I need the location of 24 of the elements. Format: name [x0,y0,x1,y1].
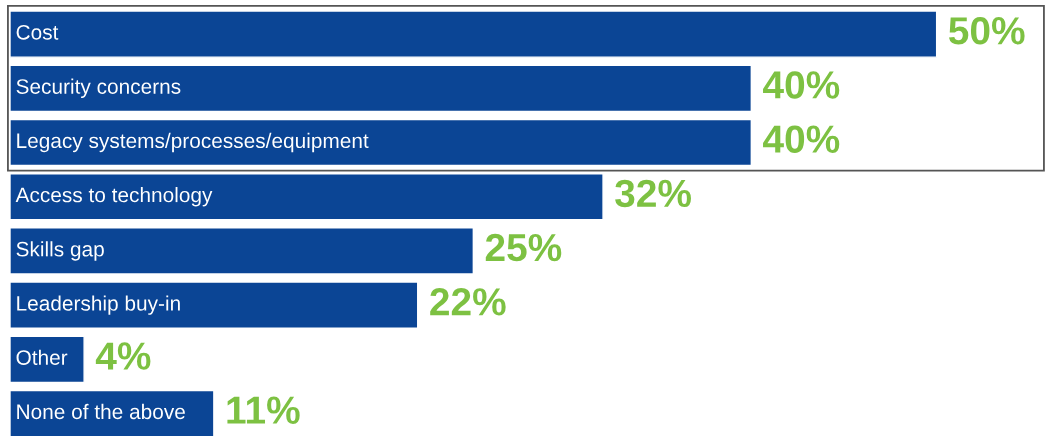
data-label: 32% [615,179,691,208]
data-label: 22% [430,288,506,316]
y-tick-label: Access to technology [15,187,213,207]
y-tick-label: Legacy systems/processes/equipment [17,132,369,153]
bar [10,227,475,275]
data-label: 40% [763,125,840,153]
bar [10,118,753,167]
data-label: 50% [948,17,1025,45]
y-tick-label: Skills gap [16,241,104,261]
y-tick-label: None of the above [17,403,185,420]
y-tick-label: Cost [16,24,59,40]
data-label: 11% [227,396,300,424]
bar [10,172,604,221]
bar [10,281,419,329]
bar [10,335,85,384]
data-label: 4% [95,342,151,370]
y-tick-label: Leadership buy-in [17,295,180,315]
data-label: 25% [485,233,562,262]
data-label: 40% [763,71,840,99]
bar [10,64,753,113]
y-tick-label: Other [16,349,68,365]
y-tick-label: Security concerns [16,78,181,99]
bar [10,10,938,58]
bar [10,389,215,438]
